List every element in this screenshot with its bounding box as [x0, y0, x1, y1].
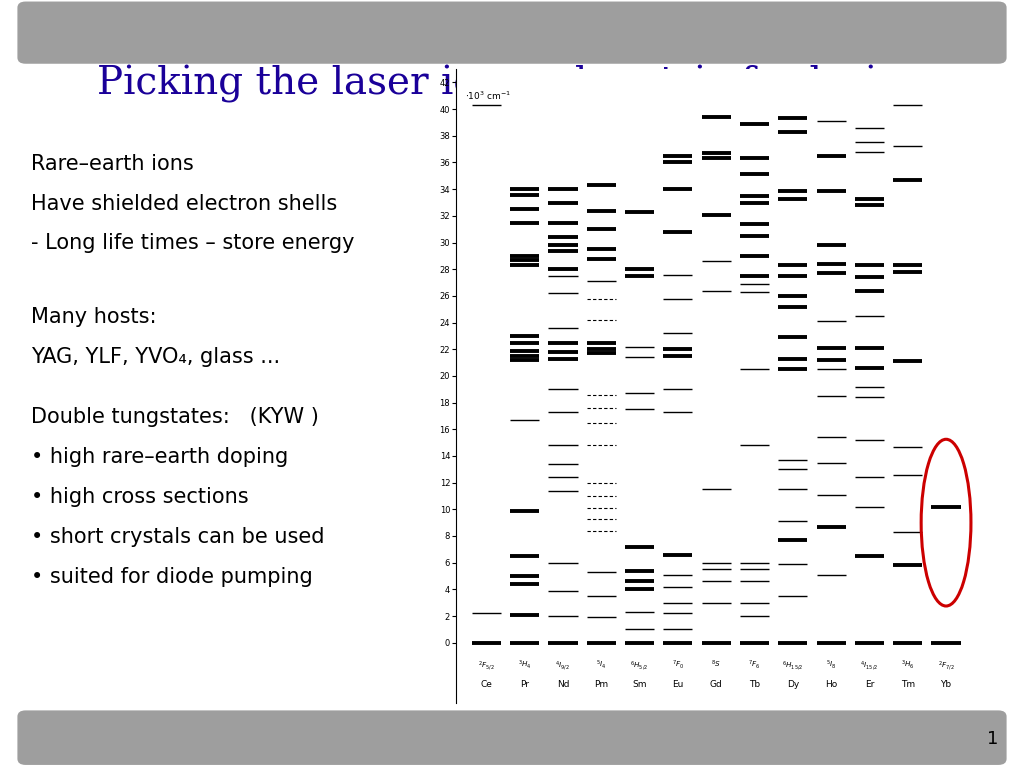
Text: - Long life times – store energy: - Long life times – store energy: [31, 233, 354, 253]
Text: Many hosts:: Many hosts:: [31, 307, 157, 327]
FancyBboxPatch shape: [17, 2, 1007, 64]
Text: $^2F_{5/2}$: $^2F_{5/2}$: [478, 659, 495, 671]
Text: $^2F_{7/2}$: $^2F_{7/2}$: [938, 659, 954, 671]
Text: • suited for diode pumping: • suited for diode pumping: [31, 567, 312, 587]
Text: Nd: Nd: [557, 680, 569, 689]
Text: $\cdot$10$^3$ cm$^{-1}$: $\cdot$10$^3$ cm$^{-1}$: [465, 89, 511, 101]
Text: $^5I_4$: $^5I_4$: [596, 659, 606, 671]
Text: $^5I_8$: $^5I_8$: [826, 659, 837, 671]
Text: Ce: Ce: [480, 680, 493, 689]
Text: Ho: Ho: [825, 680, 838, 689]
Text: Yb: Yb: [940, 680, 951, 689]
Text: Rare–earth ions: Rare–earth ions: [31, 154, 194, 174]
Text: $^7F_0$: $^7F_0$: [672, 659, 684, 671]
Text: Sm: Sm: [633, 680, 647, 689]
Text: Pr: Pr: [520, 680, 529, 689]
Text: $^6H_{5/2}$: $^6H_{5/2}$: [631, 659, 649, 671]
Text: YAG, YLF, YVO₄, glass ...: YAG, YLF, YVO₄, glass ...: [31, 347, 280, 367]
Text: Dy: Dy: [786, 680, 799, 689]
Text: Have shielded electron shells: Have shielded electron shells: [31, 194, 337, 214]
Text: Pm: Pm: [594, 680, 608, 689]
Text: Tm: Tm: [901, 680, 914, 689]
Text: $^6H_{15/2}$: $^6H_{15/2}$: [782, 659, 804, 671]
Text: Double tungstates:   (KYW ): Double tungstates: (KYW ): [31, 407, 318, 427]
Text: Tb: Tb: [749, 680, 760, 689]
FancyBboxPatch shape: [17, 710, 1007, 765]
Text: $^8S$: $^8S$: [712, 659, 721, 670]
Text: $^4I_{9/2}$: $^4I_{9/2}$: [555, 659, 570, 671]
Text: $^3H_4$: $^3H_4$: [518, 659, 531, 671]
Text: Er: Er: [864, 680, 874, 689]
Text: • high rare–earth doping: • high rare–earth doping: [31, 447, 288, 467]
Text: Gd: Gd: [710, 680, 723, 689]
Text: $^3H_6$: $^3H_6$: [901, 659, 914, 671]
Text: • short crystals can be used: • short crystals can be used: [31, 527, 325, 547]
Text: Picking the laser ion and matrix for lasing: Picking the laser ion and matrix for las…: [97, 65, 927, 103]
Text: $^4I_{15/2}$: $^4I_{15/2}$: [860, 659, 879, 671]
Text: $^7F_6$: $^7F_6$: [749, 659, 761, 671]
Text: • high cross sections: • high cross sections: [31, 487, 249, 507]
Text: Eu: Eu: [672, 680, 684, 689]
Text: 1: 1: [987, 730, 998, 748]
